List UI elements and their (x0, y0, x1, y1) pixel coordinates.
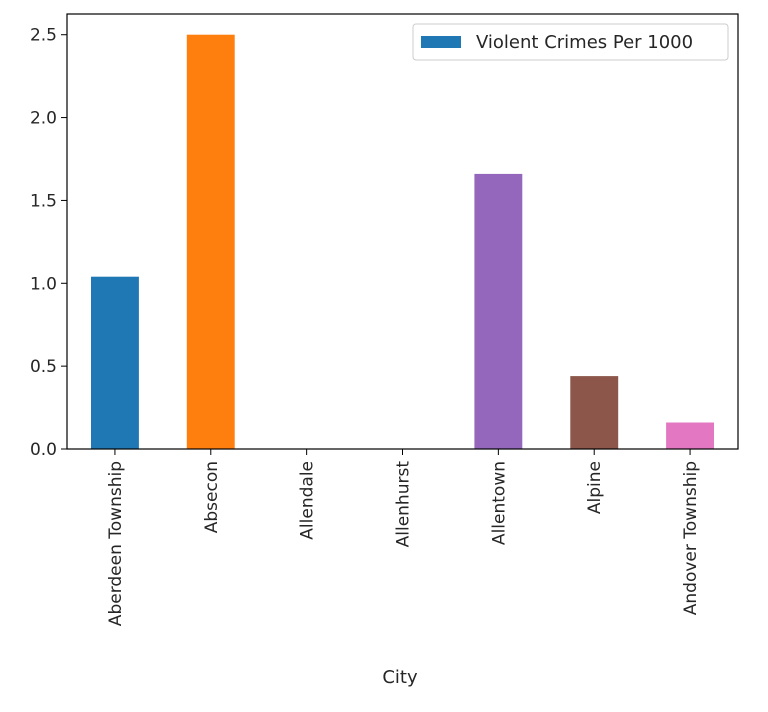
x-tick-label: Absecon (202, 461, 222, 533)
bar-allentown (474, 173, 523, 449)
x-axis-title: City (382, 667, 418, 688)
y-axis-ticks: 0.0 0.5 1.0 1.5 2.0 2.5 (30, 26, 67, 460)
x-tick-label: Alpine (585, 461, 605, 514)
bars-group (91, 34, 714, 449)
legend-label: Violent Crimes Per 1000 (476, 32, 693, 53)
y-tick-label: 1.5 (30, 191, 57, 211)
x-tick-label: Andover Township (681, 461, 701, 615)
bar-absecon (186, 34, 235, 449)
legend-box (412, 23, 729, 61)
x-tick-label: Aberdeen Township (106, 461, 126, 626)
y-tick-label: 2.5 (30, 26, 57, 46)
y-tick-label: 0.5 (30, 357, 57, 377)
bar-andover-township (666, 422, 714, 449)
x-tick-label: Allentown (489, 461, 509, 545)
legend-swatch (421, 36, 461, 48)
y-tick-label: 0.0 (30, 440, 57, 460)
plot-area (67, 14, 738, 449)
x-axis-ticks: Aberdeen Township Absecon Allendale Allenhu… (106, 449, 701, 626)
y-tick-label: 2.0 (30, 109, 57, 129)
x-tick-label: Allendale (298, 461, 318, 540)
y-tick-label: 1.0 (30, 274, 57, 294)
plot-frame (66, 13, 739, 450)
legend: Violent Crimes Per 1000 (412, 23, 729, 61)
bar-aberdeen-township (91, 276, 139, 449)
bar-alpine (570, 376, 619, 449)
x-tick-label: Allenhurst (394, 461, 414, 548)
